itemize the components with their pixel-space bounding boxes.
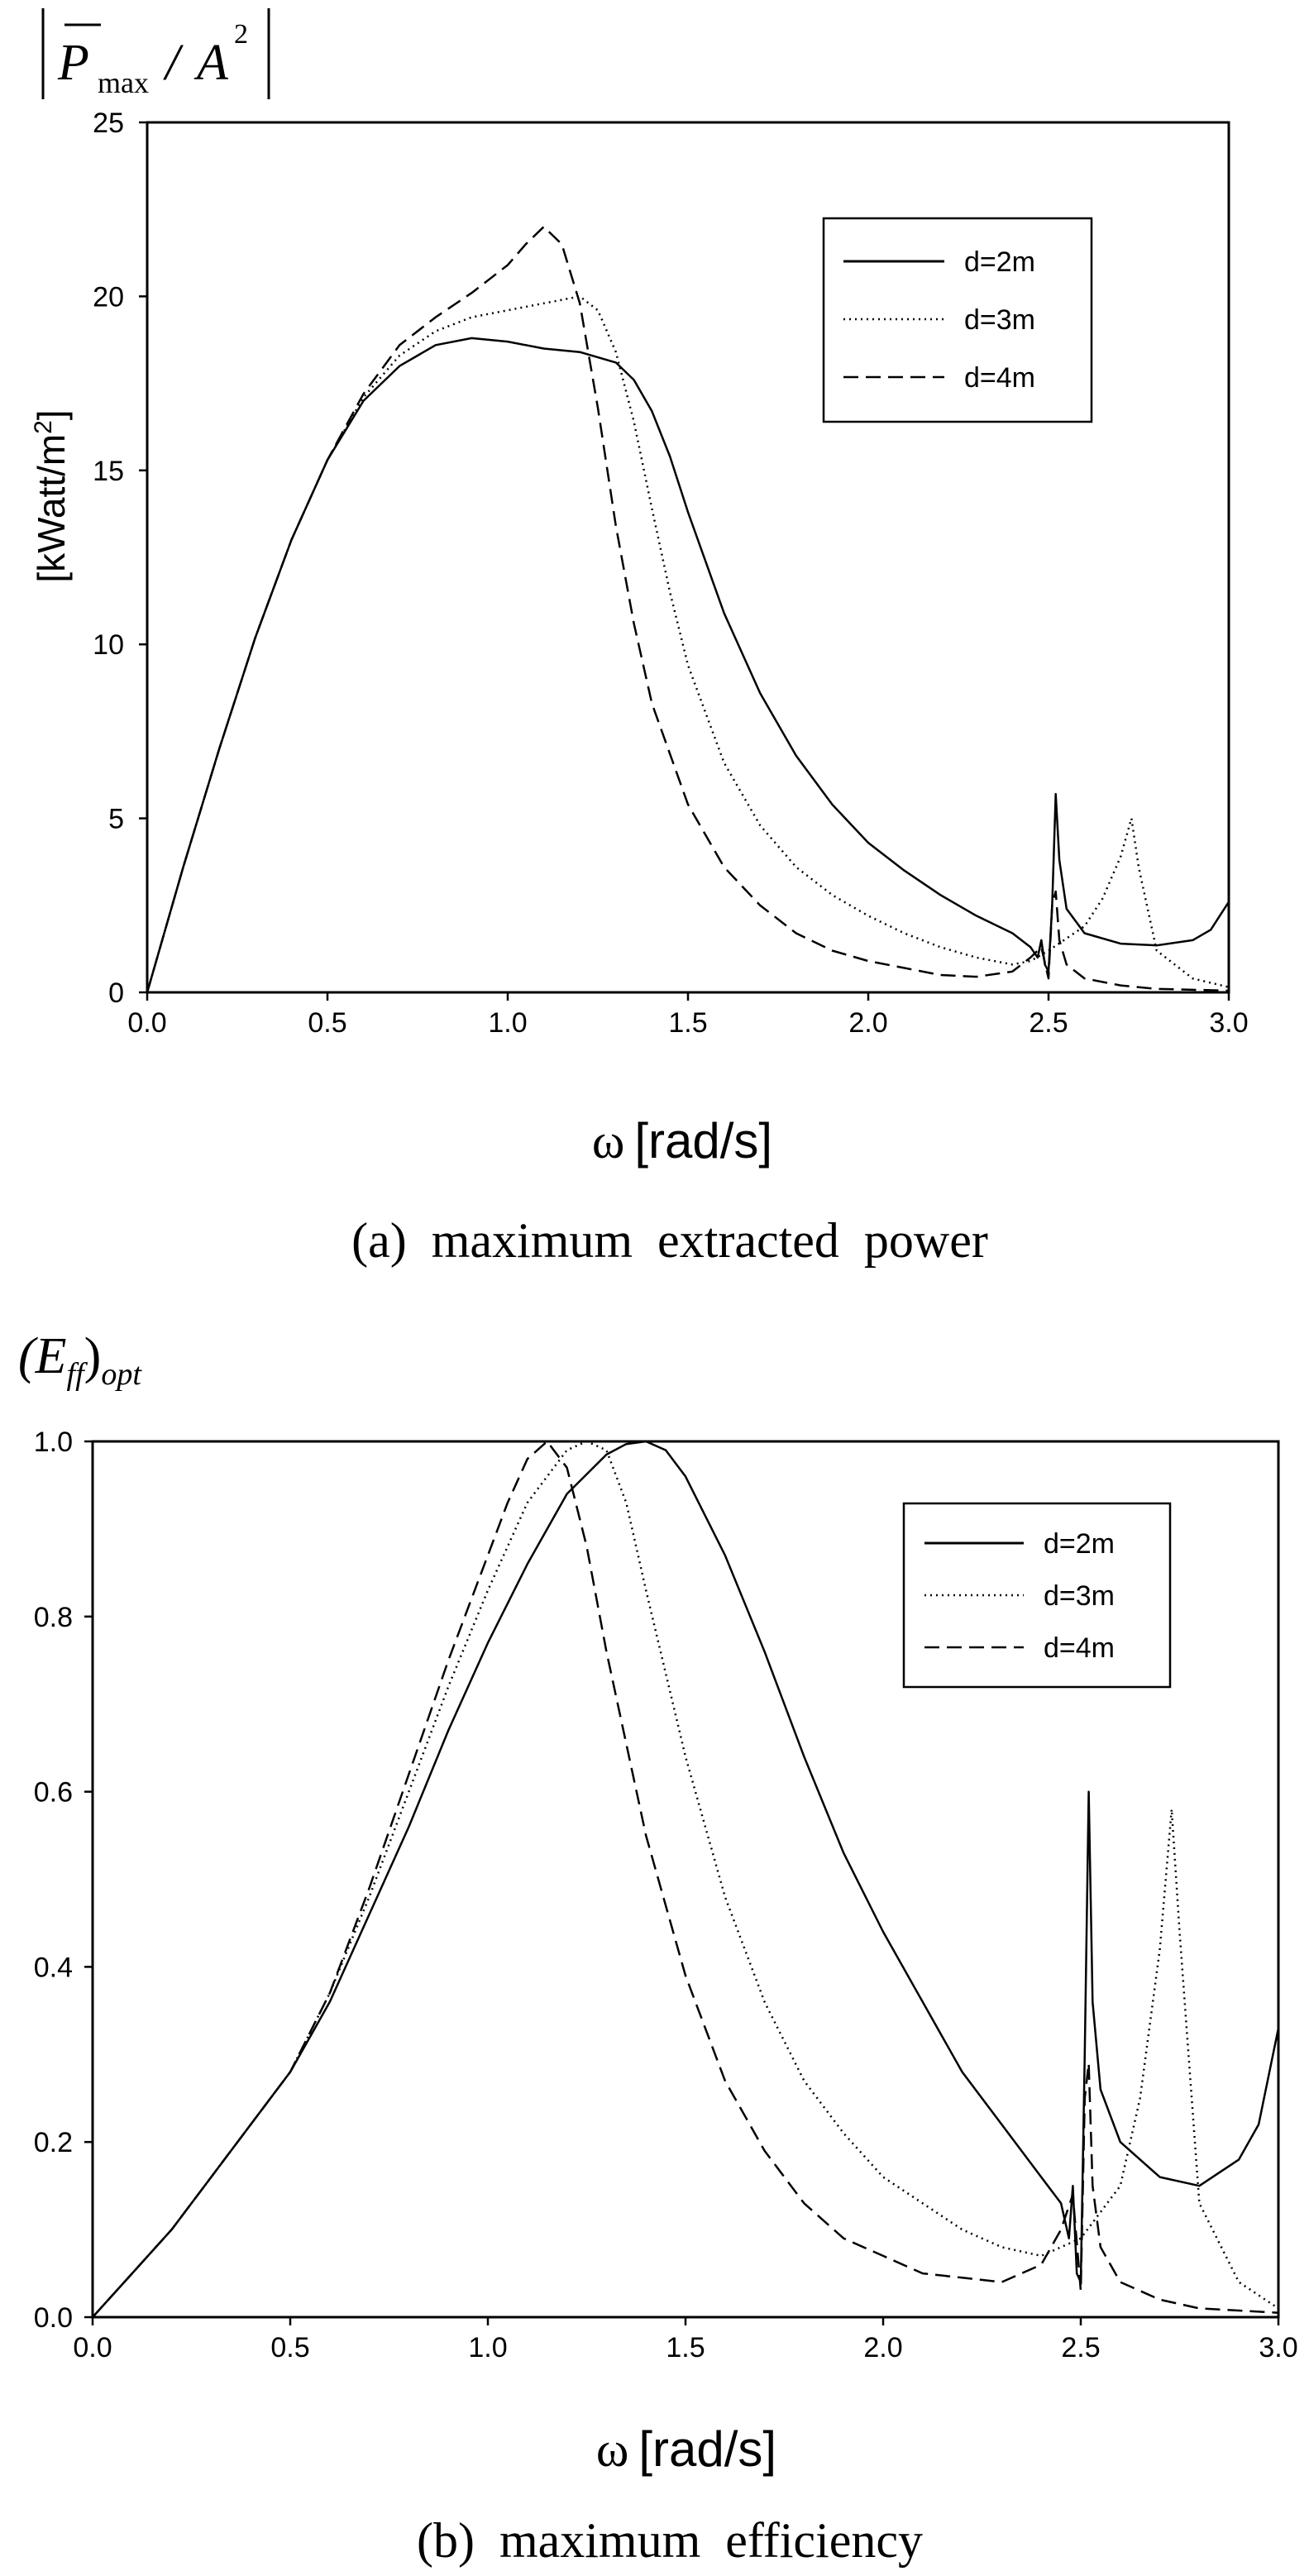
panel-b-series-line-d4m [92,1440,1279,2318]
panel-b-y-tick-label: 0.2 [34,2127,73,2158]
panel-a-legend-label-3: d=4m [964,362,1035,394]
panel-a-y-tick-label: 15 [93,456,124,487]
panel-b-efficiency-chart: (Eff)opt 0.0 0.5 1.0 1.5 2.0 2.5 3.00.00.20.40… [18,1328,1298,2568]
panel-a-x-label: ω [rad/s] [592,1113,772,1169]
panel-a-x-tick-label: 2.0 [848,1007,887,1039]
panel-b-legend: d=2m d=3m d=4m [902,1502,1172,1689]
panel-b-y-title-open: (E [18,1328,67,1384]
panel-a-y-tick-label: 20 [93,281,124,313]
panel-a-x-tick-label: 1.5 [668,1007,707,1039]
panel-a-x-tick-label: 1.0 [488,1007,527,1039]
panel-b-x-label-unit: [rad/s] [638,2421,776,2477]
panel-a-y-label-sup: 2 [30,420,57,434]
panel-a-tick-labels: 0.0 0.5 1.0 1.5 2.0 2.5 3.0 0 5 10 15 20 25 [93,108,1248,1039]
panel-b-ticks [84,1440,1280,2325]
panel-a-y-label-close: ] [30,409,73,420]
panel-a-legend-box [822,217,1093,423]
panel-a-y-tick-label: 10 [93,629,124,661]
panel-b-caption: (b) maximum efficiency [417,2513,923,2568]
panel-b-legend-label-3: d=4m [1044,1632,1115,1664]
panel-b-legend-box [902,1502,1172,1689]
panel-b-legend-label-1: d=2m [1044,1528,1115,1560]
panel-a-y-title-sup: 2 [234,19,248,50]
panel-a-series [146,225,1230,993]
panel-b-y-tick-label: 1.0 [34,1427,73,1458]
panel-a-x-tick-label: 0.5 [308,1007,346,1039]
panel-a-x-label-unit: [rad/s] [634,1113,772,1169]
panel-a-series-line-d2m [146,337,1230,993]
panel-a-y-title-p: P [57,35,89,91]
panel-b-x-tick-label: 2.0 [863,2332,902,2363]
panel-a-x-tick-label: 3.0 [1209,1007,1248,1039]
panel-a-series-line-d4m [146,225,1230,993]
panel-b-x-tick-label: 1.0 [468,2332,507,2363]
panel-b-y-title-opt: opt [101,1357,142,1392]
panel-b-y-tick-label: 0.0 [34,2302,73,2334]
panel-b-legend-label-2: d=3m [1044,1580,1115,1612]
panel-b-tick-labels: 0.0 0.5 1.0 1.5 2.0 2.5 3.0 0.0 0.2 0.4 0.6 0.8 1.0 [34,1427,1298,2363]
panel-b-y-tick-label: 0.4 [34,1952,73,1983]
panel-a-ticks [139,121,1230,1001]
panel-b-series-line-d3m [92,1440,1279,2318]
panel-b-x-label-symbol: ω [596,2422,629,2477]
panel-a-y-tick-label: 25 [93,108,124,139]
panel-b-x-tick-label: 3.0 [1259,2332,1297,2363]
panel-b-x-label: ω [rad/s] [596,2421,776,2477]
panel-a-legend-label-1: d=2m [964,246,1035,278]
panel-b-y-title-close: ) [84,1328,102,1384]
panel-a-plot-frame [146,121,1230,994]
panel-b-x-tick-label: 0.0 [73,2332,112,2363]
panel-a-legend: d=2m d=3m d=4m [822,217,1093,423]
panel-a-x-label-symbol: ω [592,1114,625,1169]
panel-b-y-tick-label: 0.6 [34,1777,73,1809]
panel-b-plot-frame [91,1440,1280,2319]
panel-a-y-title-a: A [193,35,229,91]
panel-a-y-label: [kWatt/m2] [30,409,73,582]
panel-a-power-chart: P max / A 2 [kWatt/m2] 0.0 0.5 1.0 1.5 2.0 2.… [30,8,1249,1268]
panel-a-y-title-slash: / [163,35,184,91]
panel-b-y-title: (Eff)opt [18,1328,142,1392]
panel-a-y-title-sub: max [98,66,149,99]
panel-b-series-line-d2m [92,1440,1280,2318]
panel-a-caption: (a) maximum extracted power [351,1213,988,1268]
panel-a-y-label-main: [kWatt/m [30,434,73,583]
panel-a-x-tick-label: 2.5 [1029,1007,1068,1039]
panel-b-series [92,1440,1280,2318]
panel-b-y-tick-label: 0.8 [34,1602,73,1633]
panel-a-x-tick-label: 0.0 [127,1007,166,1039]
panel-a-y-title: P max / A 2 [41,8,270,99]
panel-b-x-tick-label: 0.5 [270,2332,309,2363]
panel-a-y-tick-label: 5 [108,804,124,835]
panel-b-x-tick-label: 1.5 [666,2332,705,2363]
panel-b-x-tick-label: 2.5 [1061,2332,1100,2363]
panel-a-y-tick-label: 0 [108,977,124,1009]
panel-a-legend-label-2: d=3m [964,304,1035,336]
